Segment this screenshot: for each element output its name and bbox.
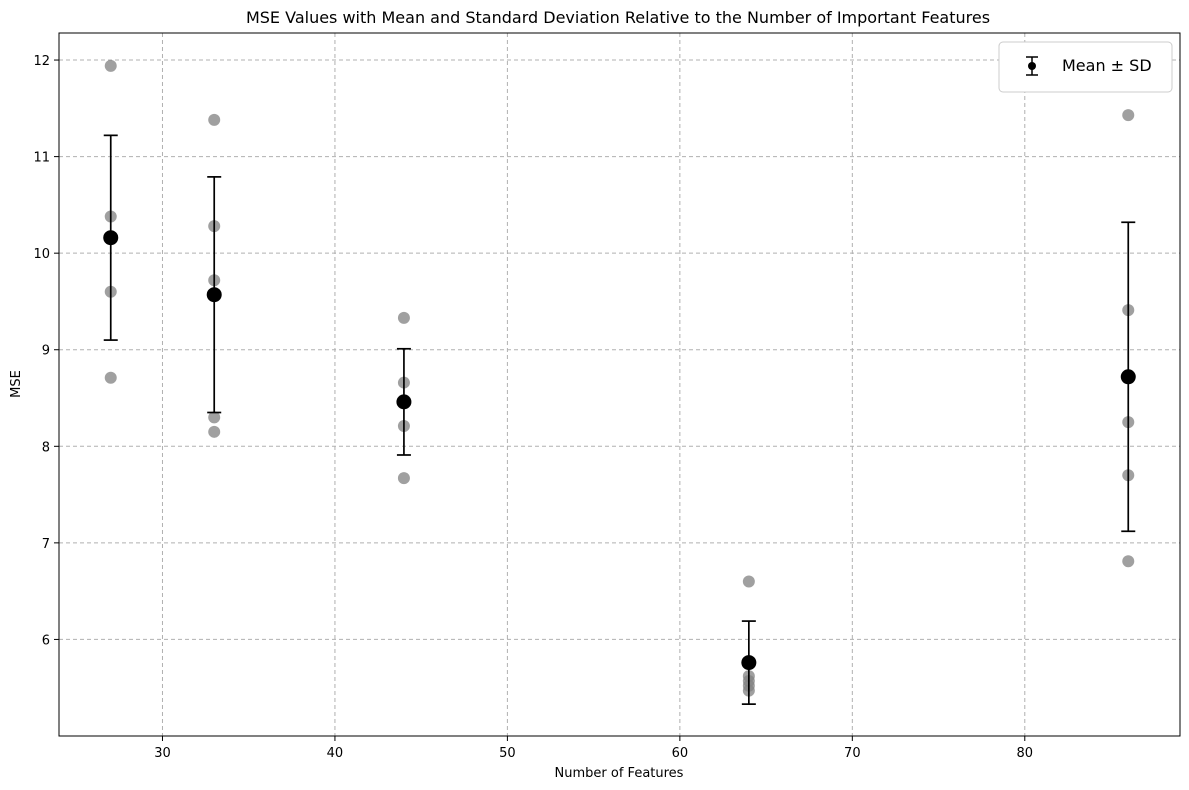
mse-point bbox=[208, 425, 221, 438]
x-tick-label: 40 bbox=[327, 746, 344, 761]
axis-ticks: 30 40 50 60 70 80 6 7 8 9 10 11 12 bbox=[33, 54, 1033, 761]
x-tick-label: 80 bbox=[1017, 746, 1034, 761]
mean-point bbox=[206, 287, 222, 303]
mse-point bbox=[397, 311, 410, 324]
mean-point bbox=[1120, 369, 1136, 385]
mse-point bbox=[742, 575, 755, 588]
y-tick-label: 7 bbox=[42, 537, 50, 552]
legend-marker bbox=[1026, 56, 1038, 76]
mse-point bbox=[208, 113, 221, 126]
legend-box bbox=[998, 41, 1173, 93]
mean-point bbox=[741, 655, 757, 671]
plot-frame bbox=[58, 32, 1181, 737]
x-tick-label: 50 bbox=[499, 746, 516, 761]
individual-points bbox=[104, 59, 1135, 697]
y-tick-label: 6 bbox=[42, 633, 50, 648]
mse-point bbox=[104, 371, 117, 384]
legend-label: Mean ± SD bbox=[1062, 56, 1152, 75]
x-tick-label: 60 bbox=[672, 746, 689, 761]
x-tick-label: 70 bbox=[844, 746, 861, 761]
mse-point bbox=[1122, 555, 1135, 568]
x-axis-label: Number of Features bbox=[555, 766, 684, 781]
y-axis-label: MSE bbox=[9, 370, 24, 398]
legend: Mean ± SD bbox=[998, 41, 1173, 93]
mse-point bbox=[208, 411, 221, 424]
chart-title: MSE Values with Mean and Standard Deviat… bbox=[246, 8, 990, 27]
y-tick-label: 8 bbox=[42, 440, 50, 455]
mse-point bbox=[1122, 109, 1135, 122]
mean-sd-errorbars bbox=[103, 134, 1136, 705]
y-tick-label: 10 bbox=[33, 247, 50, 262]
x-tick-label: 30 bbox=[154, 746, 171, 761]
mean-point bbox=[396, 394, 412, 410]
mean-point bbox=[103, 230, 119, 246]
mse-point bbox=[104, 59, 117, 72]
mse-point bbox=[397, 472, 410, 485]
y-tick-label: 11 bbox=[33, 151, 50, 166]
grid bbox=[59, 33, 1180, 736]
y-tick-label: 9 bbox=[42, 344, 50, 359]
y-tick-label: 12 bbox=[33, 54, 50, 69]
